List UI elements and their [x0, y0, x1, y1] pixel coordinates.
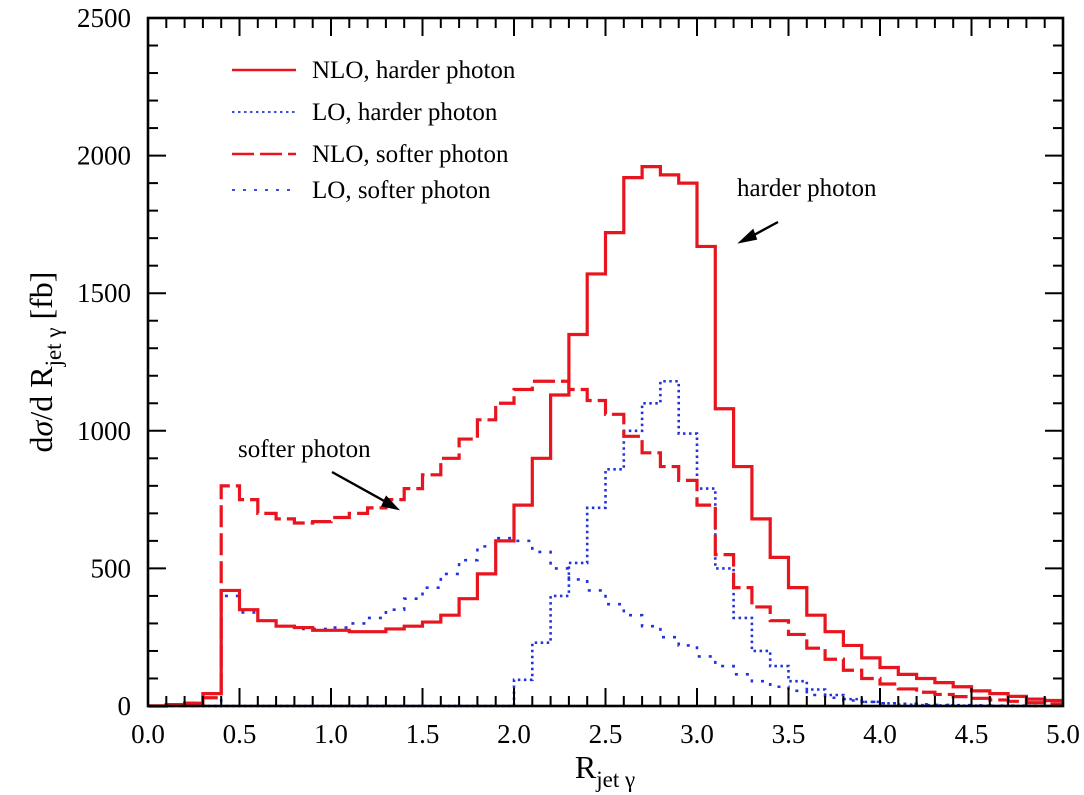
axis-titles: Rjet γ dσ/d Rjet γ [fb] [23, 272, 635, 792]
plot-border [146, 16, 1065, 708]
legend-label-2: NLO, softer photon [312, 141, 509, 168]
x-tick-label: 1.0 [314, 719, 348, 749]
plot-frame [146, 16, 1065, 708]
legend-label-3: LO, softer photon [312, 177, 491, 204]
series-layer [148, 165, 1063, 708]
annotation-arrow-head [381, 495, 401, 511]
x-tick-label: 2.5 [589, 719, 623, 749]
axis-ticks: 0.0 0.5 1.0 1.5 2.0 2.5 3.0 3.5 4.0 4.5 5.0 0 500 100… [77, 3, 1080, 749]
y-tick-label: 2000 [77, 141, 131, 171]
annotations: harder photon softer photon [238, 175, 877, 511]
annotation-arrow-head [737, 228, 758, 244]
legend-label-0: NLO, harder photon [312, 57, 516, 84]
y-tick-label: 1500 [77, 278, 131, 308]
y-tick-label: 500 [91, 553, 132, 583]
x-tick-label: 5.0 [1046, 719, 1080, 749]
y-tick-label: 1000 [77, 416, 131, 446]
y-axis-title: dσ/d Rjet γ [fb] [23, 272, 66, 453]
annotation-harder-photon: harder photon [737, 175, 877, 202]
x-tick-label: 4.5 [955, 719, 989, 749]
x-tick-label: 0.0 [131, 719, 165, 749]
series-line-1 [148, 379, 1063, 708]
series-line-3 [148, 536, 1063, 708]
series-line-0 [148, 165, 1063, 708]
x-tick-label: 0.5 [223, 719, 257, 749]
annotation-softer-photon: softer photon [238, 436, 371, 463]
legend: NLO, harder photon LO, harder photon NLO, … [232, 57, 516, 204]
x-axis-title: Rjet γ [575, 749, 635, 792]
y-tick-label: 2500 [77, 3, 131, 33]
legend-label-1: LO, harder photon [312, 99, 498, 126]
x-tick-label: 3.0 [680, 719, 714, 749]
x-tick-label: 1.5 [406, 719, 440, 749]
series-line-2 [148, 379, 1063, 708]
x-tick-label: 2.0 [497, 719, 531, 749]
annotation-arrow-line [331, 470, 393, 507]
x-tick-label: 3.5 [772, 719, 806, 749]
x-tick-label: 4.0 [863, 719, 897, 749]
y-tick-label: 0 [118, 691, 132, 721]
